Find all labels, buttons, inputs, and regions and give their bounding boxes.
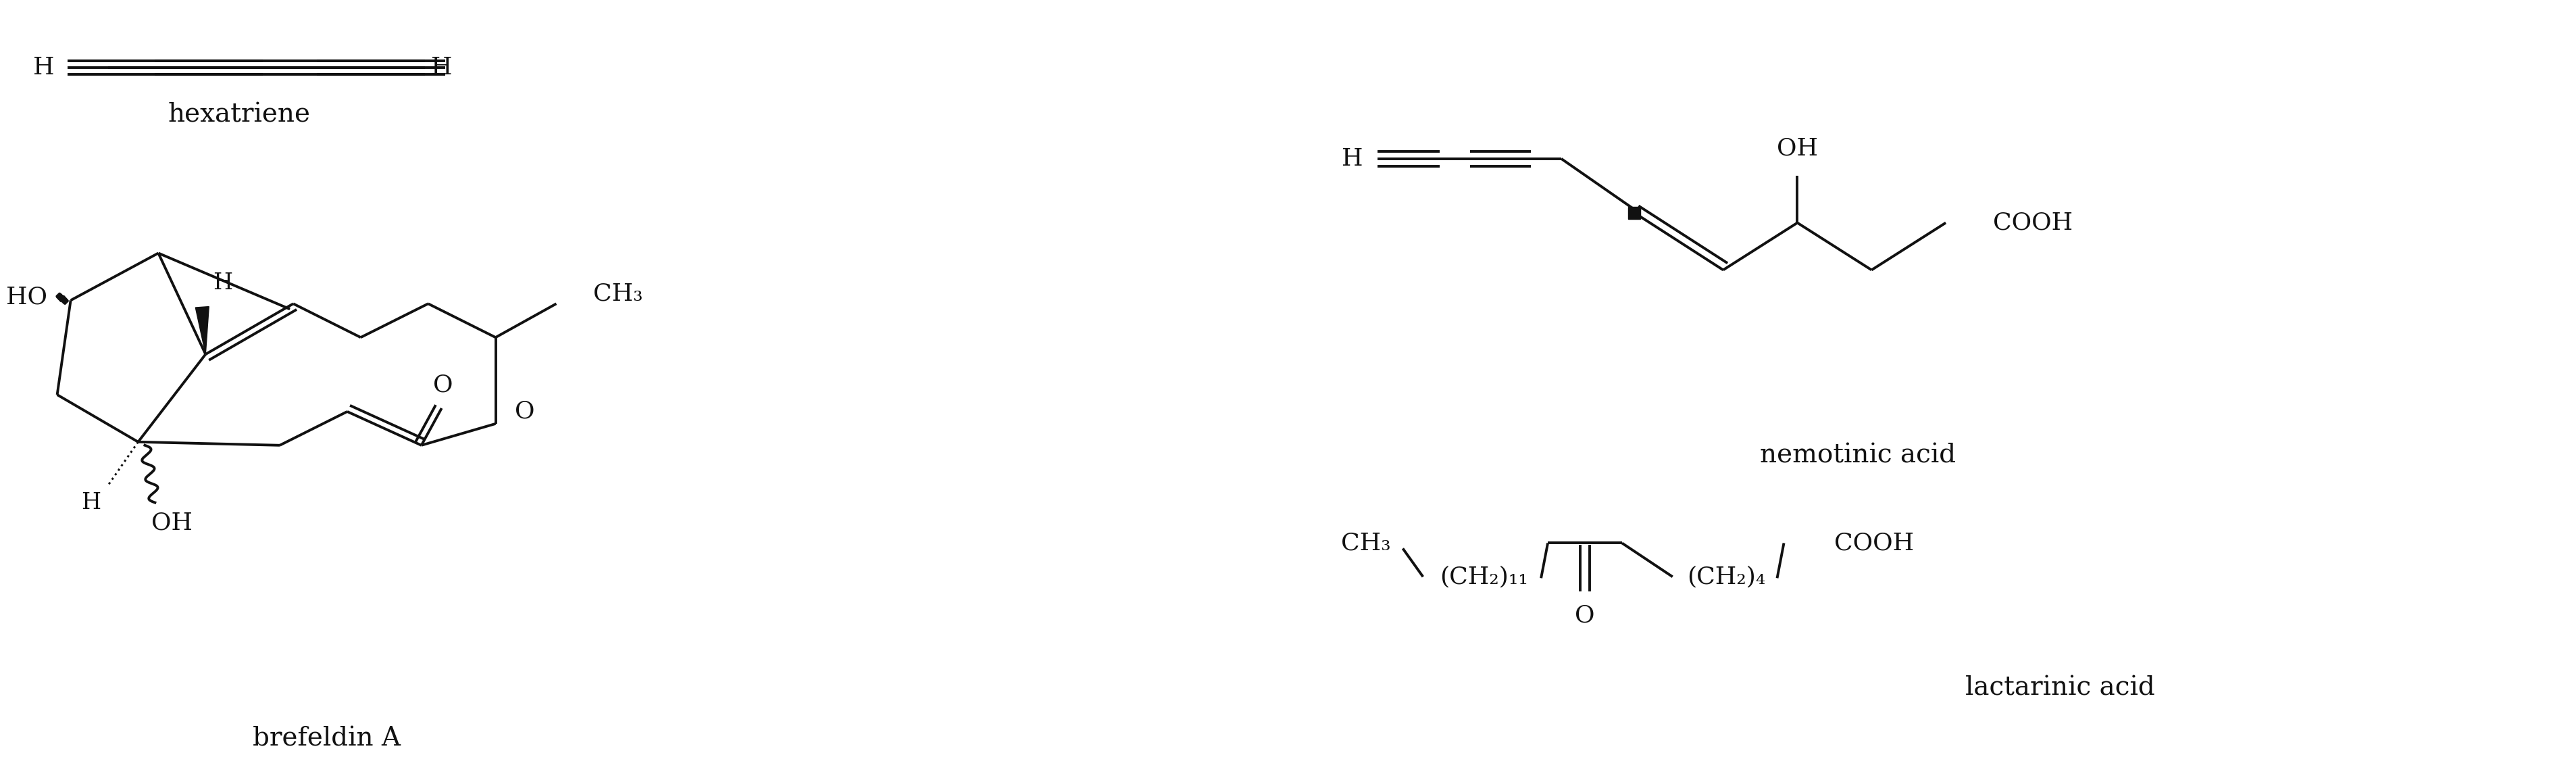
Text: hexatriene: hexatriene xyxy=(167,102,312,127)
Text: H: H xyxy=(80,492,100,513)
Text: HO: HO xyxy=(5,285,46,308)
Text: O: O xyxy=(1574,604,1595,626)
Text: O: O xyxy=(515,400,533,423)
Text: O: O xyxy=(433,373,453,396)
Text: H: H xyxy=(33,56,54,80)
Polygon shape xyxy=(196,307,209,354)
Text: OH: OH xyxy=(152,512,193,534)
Text: (CH₂)₁₁: (CH₂)₁₁ xyxy=(1440,566,1528,588)
Bar xyxy=(1628,207,1641,218)
Text: (CH₂)₄: (CH₂)₄ xyxy=(1687,566,1765,588)
Text: nemotinic acid: nemotinic acid xyxy=(1759,443,1955,468)
Text: brefeldin A: brefeldin A xyxy=(252,726,402,751)
Text: H: H xyxy=(1342,147,1363,170)
Text: COOH: COOH xyxy=(1834,532,1914,555)
Text: OH: OH xyxy=(1777,137,1819,160)
Text: lactarinic acid: lactarinic acid xyxy=(1965,675,2156,700)
Text: COOH: COOH xyxy=(1994,211,2074,234)
Text: CH₃: CH₃ xyxy=(1342,532,1391,555)
Text: H: H xyxy=(214,273,232,294)
Text: H: H xyxy=(430,56,453,80)
Text: CH₃: CH₃ xyxy=(592,282,644,305)
